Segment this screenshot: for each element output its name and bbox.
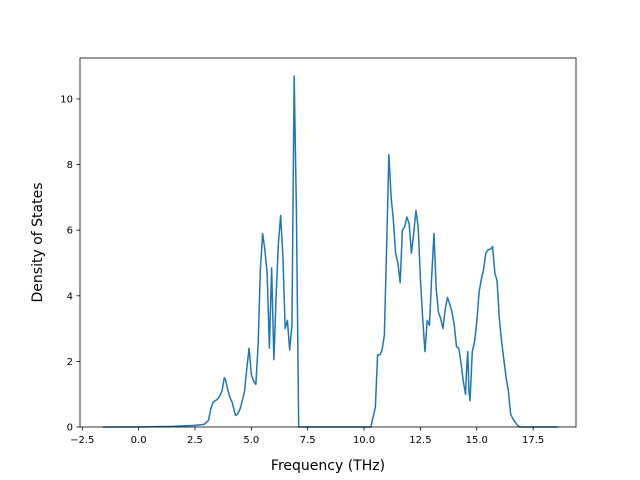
x-tick-label: 12.5 [409, 435, 431, 446]
y-axis-label: Density of States [30, 183, 46, 303]
x-axis-label: Frequency (THz) [271, 458, 385, 474]
y-tick-label: 2 [67, 357, 73, 368]
x-tick-label: 0.0 [131, 435, 147, 446]
x-tick-label: 5.0 [243, 435, 259, 446]
y-tick-label: 0 [67, 423, 73, 434]
x-tick-label: −2.5 [70, 435, 94, 446]
y-tick-label: 6 [67, 226, 73, 237]
x-axis-ticks: −2.5 0.0 2.5 5.0 7.5 10.0 12.5 15.0 17.5 [70, 427, 544, 446]
axes-frame [79, 57, 577, 428]
y-tick-label: 4 [67, 291, 73, 302]
y-tick-label: 10 [60, 95, 73, 106]
x-tick-label: 15.0 [466, 435, 488, 446]
y-axis-ticks: 0 2 4 6 8 10 [60, 95, 80, 434]
x-tick-label: 10.0 [353, 435, 375, 446]
plot-area [102, 75, 558, 428]
x-tick-label: 7.5 [300, 435, 316, 446]
y-tick-label: 8 [67, 160, 73, 171]
x-tick-label: 2.5 [187, 435, 203, 446]
x-tick-label: 17.5 [522, 435, 544, 446]
dos-line [102, 75, 558, 428]
